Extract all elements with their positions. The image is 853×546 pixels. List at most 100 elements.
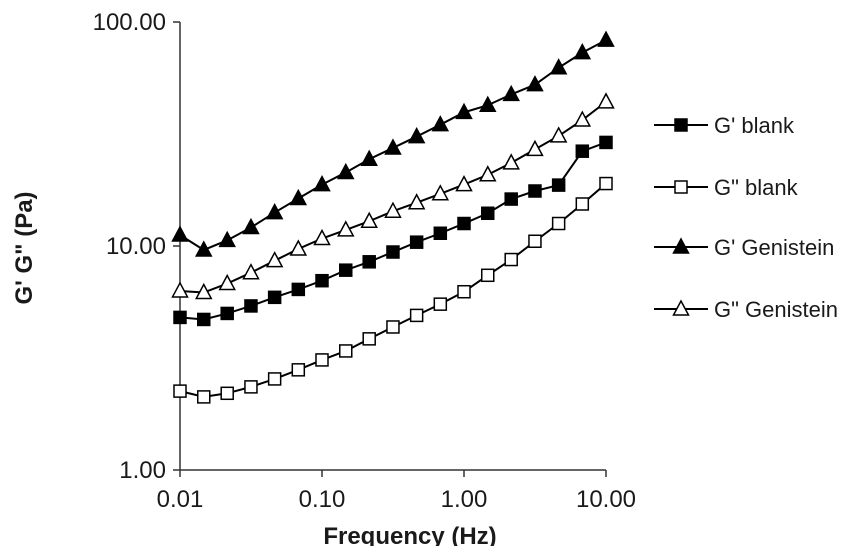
data-point	[339, 263, 353, 277]
ticks: 1.00 10.00 100.00 0.01 0.10 1.00 10.00	[93, 9, 636, 513]
data-point	[313, 228, 331, 246]
data-point	[218, 230, 236, 248]
legend-item: G" blank	[654, 175, 799, 200]
series-1	[173, 176, 613, 404]
data-point	[337, 220, 355, 237]
series-3	[171, 92, 615, 300]
legend-label: G' blank	[714, 113, 795, 138]
data-point	[291, 363, 306, 377]
data-point	[242, 217, 260, 235]
data-point	[549, 126, 568, 143]
data-point	[384, 138, 402, 155]
x-tick-label: 1.00	[441, 486, 488, 513]
y-tick-label: 1.00	[119, 457, 166, 484]
data-point	[265, 251, 284, 268]
y-axis-title: G' G" (Pa)	[11, 191, 38, 304]
data-point	[313, 175, 331, 192]
data-point	[504, 252, 518, 267]
data-point	[220, 386, 234, 401]
data-point	[267, 290, 282, 305]
legend-label: G' Genistein	[714, 235, 834, 260]
series-2	[171, 30, 615, 257]
data-point	[431, 115, 450, 132]
data-point	[218, 273, 236, 291]
data-point	[173, 310, 187, 325]
data-point	[173, 384, 187, 398]
data-point	[362, 332, 376, 346]
data-point	[526, 75, 544, 92]
data-point	[528, 234, 542, 249]
x-tick-label: 0.10	[299, 486, 346, 513]
series-line	[179, 101, 607, 294]
data-point	[479, 95, 497, 112]
data-point	[171, 225, 189, 242]
data-point	[431, 184, 450, 201]
data-point	[362, 255, 376, 269]
data-point	[575, 144, 590, 158]
legend-item: G' Genistein	[654, 235, 834, 260]
data-point	[386, 245, 400, 259]
data-point	[528, 184, 542, 198]
series-0	[173, 135, 613, 327]
data-point	[551, 216, 566, 231]
data-point	[573, 110, 592, 127]
data-point	[455, 175, 473, 192]
data-point	[339, 344, 353, 358]
data-point	[220, 306, 234, 321]
data-point	[575, 197, 590, 211]
data-point	[526, 139, 544, 157]
legend-marker	[674, 118, 688, 132]
legend-item: G" Genistein	[654, 297, 838, 322]
data-point	[197, 390, 211, 404]
data-point	[195, 282, 213, 300]
data-point	[481, 268, 495, 283]
data-point	[195, 240, 213, 257]
legend-label: G" blank	[714, 175, 799, 200]
legend: G' blank G" blank G' Genistein G" Genistein	[654, 113, 838, 322]
data-point	[337, 162, 355, 180]
legend-marker	[674, 180, 688, 194]
data-point	[549, 58, 568, 75]
data-point	[551, 178, 566, 192]
data-point	[265, 202, 284, 220]
data-point	[599, 176, 613, 191]
data-point	[289, 239, 308, 256]
data-point	[457, 216, 471, 231]
data-point	[197, 312, 211, 327]
data-point	[244, 299, 258, 313]
legend-item: G' blank	[654, 113, 795, 138]
data-point	[386, 320, 400, 334]
data-point	[502, 84, 520, 102]
data-point	[433, 226, 448, 241]
data-point	[407, 193, 426, 210]
data-point	[244, 380, 258, 394]
x-tick-label: 0.01	[157, 486, 204, 513]
y-tick-label: 10.00	[106, 233, 166, 260]
legend-marker	[672, 299, 690, 316]
data-point	[409, 235, 424, 249]
data-point	[409, 308, 424, 323]
data-point	[267, 372, 282, 386]
x-tick-label: 10.00	[576, 486, 636, 513]
data-point	[291, 282, 306, 297]
data-point	[360, 149, 378, 166]
data-point	[315, 273, 329, 288]
data-point	[481, 206, 495, 221]
data-point	[289, 188, 308, 206]
data-point	[242, 263, 260, 280]
data-point	[457, 284, 471, 299]
data-point	[573, 43, 592, 60]
data-point	[479, 165, 497, 182]
data-point	[433, 297, 448, 311]
data-point	[315, 353, 329, 367]
data-point	[597, 30, 615, 47]
legend-marker	[672, 237, 690, 254]
data-point	[504, 192, 518, 206]
y-tick-label: 100.00	[93, 9, 166, 36]
data-point	[360, 211, 378, 228]
data-point	[171, 281, 189, 298]
data-point	[502, 153, 520, 170]
data-point	[384, 201, 402, 218]
series-layer	[171, 30, 615, 404]
